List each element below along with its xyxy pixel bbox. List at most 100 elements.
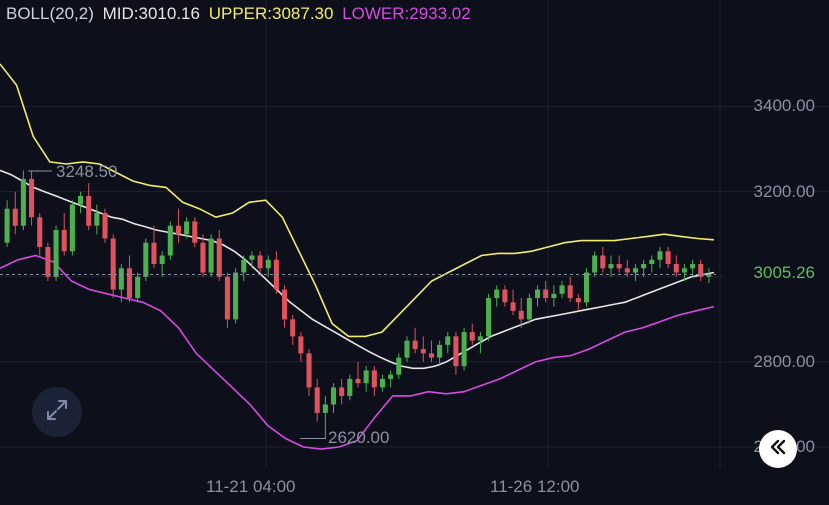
- candle-body: [53, 229, 59, 277]
- candle-body: [175, 225, 181, 235]
- candle-body: [322, 404, 328, 413]
- candle-body: [486, 298, 492, 337]
- candle-body: [592, 255, 598, 273]
- candle-body: [583, 272, 590, 303]
- candle-body: [216, 238, 222, 277]
- candle-body: [363, 370, 369, 384]
- candle-body: [510, 302, 516, 311]
- candle-body: [102, 212, 108, 239]
- candle-body: [404, 340, 410, 358]
- mid-label: MID:: [102, 4, 139, 23]
- candle-body: [469, 332, 475, 341]
- candle-body: [159, 255, 165, 265]
- candle-body: [616, 264, 622, 269]
- candle-body: [453, 336, 459, 367]
- candle-body: [12, 208, 18, 226]
- high-price-marker: 3248.50: [56, 162, 118, 181]
- candle-body: [45, 247, 51, 277]
- candle-body: [412, 340, 418, 350]
- expand-button[interactable]: [32, 387, 82, 437]
- upper-value: 3087.30: [272, 4, 334, 23]
- candle-body: [298, 336, 304, 354]
- candle-body: [665, 251, 671, 265]
- candle-body: [94, 212, 100, 226]
- candle-body: [86, 195, 92, 226]
- candle-body: [388, 374, 394, 379]
- candle-body: [37, 217, 43, 247]
- candle-body: [184, 221, 190, 235]
- candle-body: [657, 251, 663, 260]
- candle-body: [543, 289, 549, 299]
- candle-body: [29, 178, 35, 218]
- candle-body: [192, 221, 198, 243]
- candle-body: [126, 268, 133, 299]
- candle-body: [20, 178, 26, 226]
- candle-body: [575, 298, 581, 303]
- candle-body: [461, 332, 467, 367]
- candle-body: [428, 353, 434, 358]
- candle-body: [265, 259, 271, 269]
- candle-body: [249, 255, 255, 260]
- candle-body: [379, 378, 386, 388]
- candle-body: [110, 238, 116, 290]
- candle-body: [233, 272, 239, 320]
- candle-body: [477, 336, 483, 341]
- expand-icon: [44, 397, 70, 428]
- candle-body: [347, 378, 353, 396]
- candle-body: [396, 357, 402, 375]
- candle-body: [143, 242, 149, 277]
- candle-body: [624, 268, 630, 273]
- candle-body: [494, 289, 500, 299]
- candle-body: [420, 349, 426, 354]
- candle-body: [371, 370, 377, 388]
- candle-body: [551, 293, 557, 299]
- candle-body: [608, 264, 614, 269]
- candle-body: [681, 268, 687, 273]
- candle-body: [698, 264, 704, 277]
- candle-body: [77, 195, 84, 205]
- candle-body: [632, 268, 639, 273]
- candle-body: [118, 268, 124, 290]
- candle-body: [314, 387, 320, 413]
- mid-value: 3010.16: [138, 4, 200, 23]
- boll-indicator-header: BOLL(20,2) MID:3010.16 UPPER:3087.30 LOW…: [6, 4, 475, 24]
- candle-body: [437, 344, 443, 358]
- y-axis-label: 3200.00: [753, 182, 815, 201]
- candle-body: [224, 276, 230, 320]
- candle-body: [600, 255, 606, 269]
- indicator-name: BOLL(20,2): [6, 4, 94, 23]
- candle-body: [4, 208, 10, 243]
- candle-body: [282, 289, 288, 320]
- candle-body: [690, 264, 696, 269]
- mid-readout: MID:3010.16: [103, 4, 200, 23]
- jump-to-latest-button[interactable]: [759, 430, 797, 468]
- y-axis-label: 3400.00: [753, 96, 815, 115]
- current-price-tag: 3005.26: [724, 261, 829, 285]
- lower-readout: LOWER:2933.02: [342, 4, 471, 23]
- candle-body: [330, 387, 337, 405]
- candle-body: [502, 289, 508, 303]
- candle-body: [673, 264, 679, 273]
- candle-body: [559, 285, 565, 294]
- candle-body: [151, 242, 157, 265]
- low-price-marker: 2620.00: [328, 428, 390, 447]
- candle-body: [706, 274, 712, 277]
- mid-band-line: [0, 169, 715, 370]
- jump-to-latest-icon: [768, 437, 788, 462]
- candle-body: [135, 276, 141, 299]
- candle-body: [306, 353, 312, 388]
- candle-body: [61, 229, 67, 252]
- candle-body: [241, 259, 247, 273]
- candle-body: [649, 259, 655, 265]
- lower-band-line: [0, 254, 715, 450]
- candle-body: [535, 289, 541, 299]
- x-axis-label: 11-26 12:00: [490, 477, 580, 496]
- candle-body: [200, 242, 206, 273]
- x-axis-label: 11-21 04:00: [206, 477, 296, 496]
- upper-readout: UPPER:3087.30: [209, 4, 334, 23]
- candle-body: [445, 336, 451, 345]
- lower-value: 2933.02: [409, 4, 471, 23]
- candle-body: [167, 225, 173, 256]
- candle-body: [69, 204, 75, 252]
